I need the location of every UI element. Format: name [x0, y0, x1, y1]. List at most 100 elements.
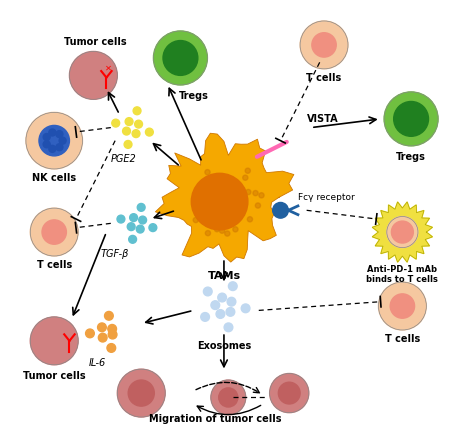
- Circle shape: [201, 313, 210, 321]
- Circle shape: [235, 196, 240, 201]
- Circle shape: [112, 119, 119, 127]
- Circle shape: [154, 31, 208, 85]
- Circle shape: [86, 329, 94, 338]
- Circle shape: [98, 323, 106, 332]
- Circle shape: [259, 193, 264, 198]
- Text: Fcγ receptor: Fcγ receptor: [298, 193, 355, 202]
- Circle shape: [130, 214, 137, 222]
- Circle shape: [278, 382, 300, 404]
- Circle shape: [123, 127, 130, 135]
- Text: PGE2: PGE2: [111, 154, 137, 164]
- Circle shape: [243, 175, 248, 180]
- Circle shape: [56, 144, 63, 151]
- Circle shape: [124, 141, 132, 148]
- Circle shape: [225, 205, 230, 209]
- Circle shape: [135, 120, 143, 128]
- Circle shape: [30, 317, 78, 365]
- Circle shape: [224, 323, 233, 332]
- Circle shape: [105, 311, 113, 320]
- Circle shape: [211, 380, 246, 415]
- Circle shape: [223, 184, 228, 189]
- Circle shape: [394, 102, 428, 136]
- Circle shape: [49, 145, 56, 152]
- Circle shape: [42, 220, 66, 244]
- Circle shape: [59, 137, 66, 144]
- Circle shape: [205, 230, 210, 236]
- Circle shape: [43, 141, 50, 148]
- Circle shape: [125, 118, 133, 126]
- Text: T cells: T cells: [36, 260, 72, 270]
- Text: Anti-PD-1 mAb
binds to T cells: Anti-PD-1 mAb binds to T cells: [366, 265, 438, 284]
- Circle shape: [253, 191, 258, 196]
- Text: ✕: ✕: [105, 64, 112, 73]
- Circle shape: [107, 343, 116, 352]
- Circle shape: [139, 216, 146, 224]
- Circle shape: [108, 330, 117, 339]
- Circle shape: [137, 225, 144, 233]
- Circle shape: [69, 51, 117, 99]
- Text: VISTA: VISTA: [307, 114, 338, 124]
- Circle shape: [216, 310, 225, 318]
- Circle shape: [127, 223, 135, 230]
- Text: Tumor cells: Tumor cells: [23, 371, 85, 381]
- Circle shape: [214, 226, 219, 232]
- Circle shape: [137, 204, 145, 211]
- Circle shape: [117, 215, 125, 223]
- Circle shape: [132, 130, 140, 138]
- Circle shape: [163, 41, 198, 75]
- Circle shape: [225, 231, 230, 236]
- Circle shape: [227, 297, 236, 306]
- Circle shape: [211, 195, 217, 200]
- Circle shape: [203, 287, 212, 296]
- Circle shape: [117, 369, 165, 417]
- Text: NK cells: NK cells: [32, 173, 76, 183]
- Circle shape: [273, 202, 288, 218]
- Circle shape: [108, 325, 117, 333]
- Circle shape: [218, 293, 227, 302]
- Circle shape: [255, 203, 261, 208]
- Circle shape: [219, 213, 224, 219]
- Circle shape: [39, 125, 69, 156]
- Text: Tregs: Tregs: [179, 91, 209, 101]
- Circle shape: [384, 92, 438, 146]
- Circle shape: [270, 374, 309, 413]
- Circle shape: [146, 128, 153, 136]
- Text: TGF-β: TGF-β: [101, 250, 129, 259]
- Circle shape: [226, 307, 235, 316]
- Circle shape: [30, 208, 78, 256]
- Circle shape: [193, 217, 198, 223]
- Text: TAMs: TAMs: [208, 271, 240, 281]
- Circle shape: [241, 304, 250, 313]
- Circle shape: [128, 380, 155, 406]
- Circle shape: [98, 333, 107, 342]
- Circle shape: [49, 129, 56, 136]
- Text: Tregs: Tregs: [396, 152, 426, 162]
- Text: T cells: T cells: [385, 334, 420, 344]
- Circle shape: [149, 224, 157, 232]
- Text: Exosomes: Exosomes: [197, 341, 251, 351]
- Text: IL-6: IL-6: [89, 358, 106, 368]
- Circle shape: [205, 170, 210, 175]
- Circle shape: [247, 217, 253, 222]
- Circle shape: [245, 168, 250, 173]
- Circle shape: [26, 113, 82, 169]
- Circle shape: [43, 134, 50, 141]
- Polygon shape: [155, 133, 294, 262]
- Circle shape: [191, 173, 248, 230]
- Circle shape: [246, 189, 251, 194]
- Circle shape: [216, 177, 221, 183]
- Polygon shape: [372, 202, 432, 262]
- Text: T cells: T cells: [306, 73, 342, 83]
- Circle shape: [392, 221, 413, 243]
- Circle shape: [211, 301, 219, 310]
- Circle shape: [219, 388, 238, 407]
- Circle shape: [378, 282, 426, 330]
- Circle shape: [219, 228, 225, 233]
- Circle shape: [199, 191, 204, 195]
- Circle shape: [390, 294, 415, 318]
- Circle shape: [228, 282, 237, 290]
- Text: Tumor cells: Tumor cells: [64, 37, 127, 47]
- Circle shape: [56, 131, 63, 138]
- Circle shape: [233, 227, 238, 232]
- Circle shape: [129, 235, 137, 243]
